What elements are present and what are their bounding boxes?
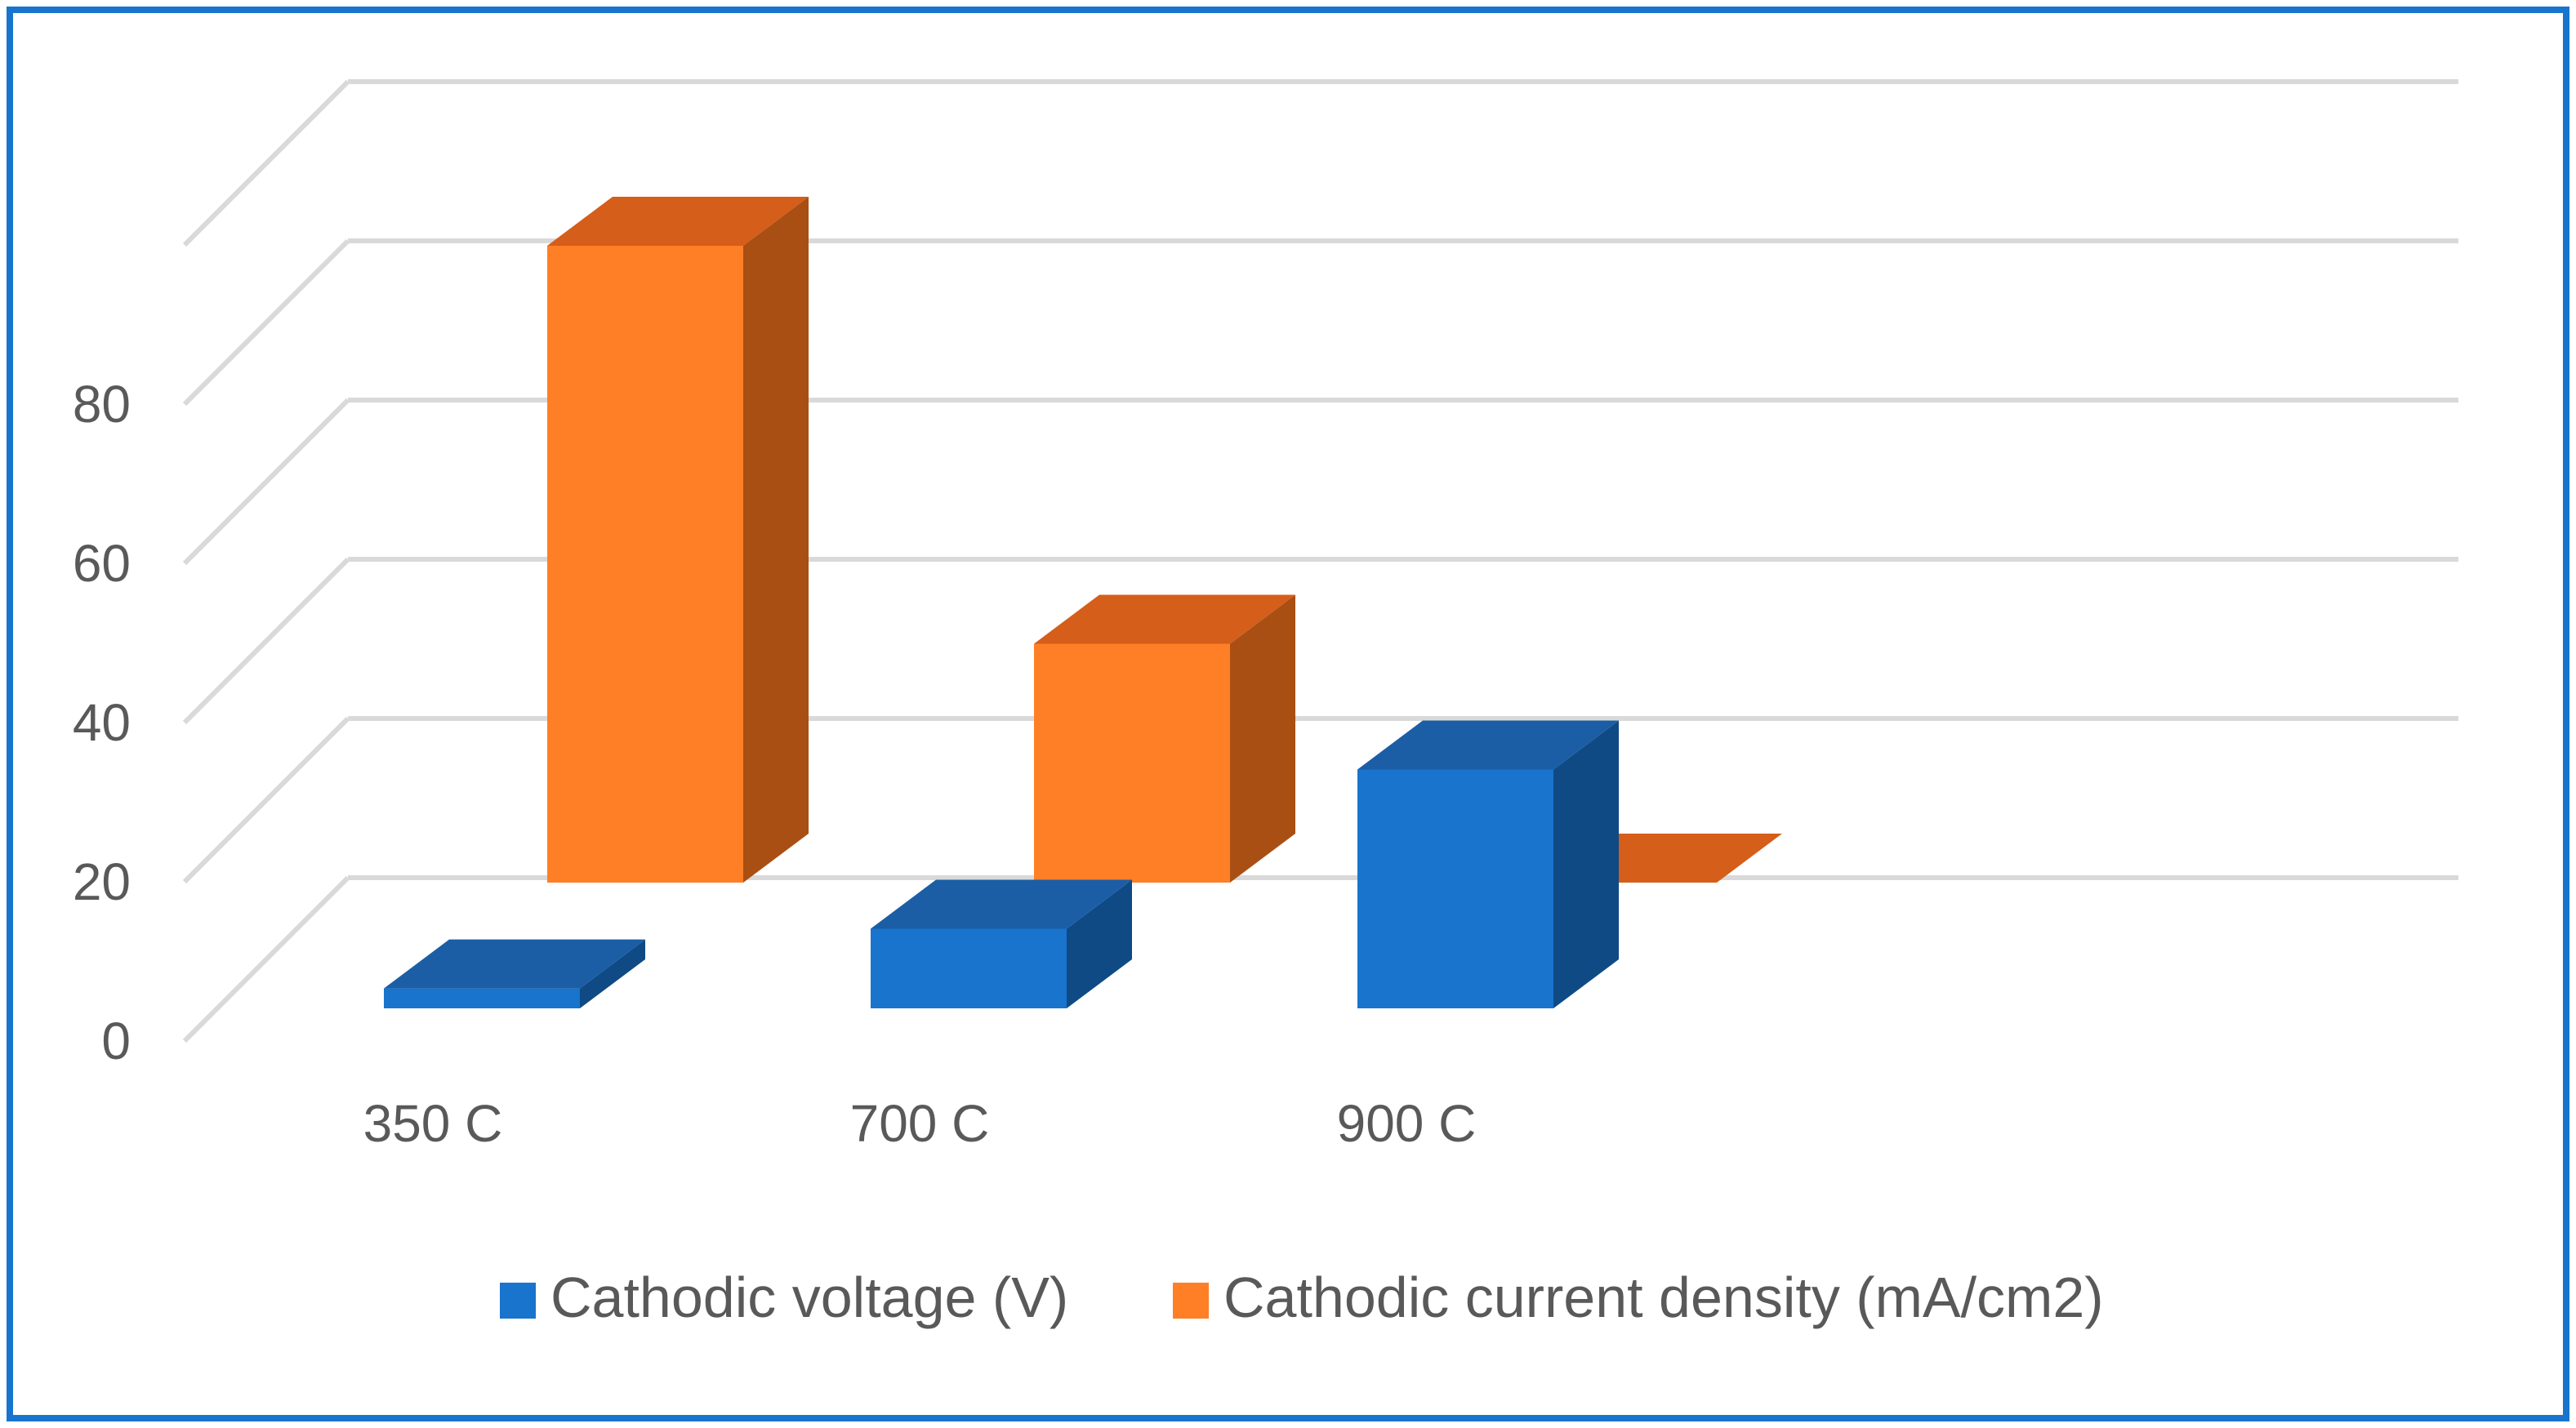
bar-front-face [384,988,580,1008]
x-tick-label: 900 C [1337,1094,1477,1153]
legend-swatch [500,1283,536,1319]
bar-front-face [871,928,1067,1008]
legend-label: Cathodic current density (mA/cm2) [1223,1266,2104,1329]
y-tick-label: 80 [73,375,131,434]
legend: Cathodic voltage (V) Cathodic current den… [500,1266,2104,1329]
x-tick-label: 700 C [850,1094,990,1153]
y-tick-label: 40 [73,693,131,752]
bar-voltage-900c [1357,720,1619,1008]
bar-voltage-350c [384,939,645,1008]
x-tick-label: 350 C [363,1094,503,1153]
legend-swatch [1173,1283,1209,1319]
bar-side-face [1553,720,1619,1008]
legend-entry: Cathodic current density (mA/cm2) [1173,1266,2104,1329]
bar-current-350c [547,197,809,883]
gridline-side-60 [182,398,350,566]
bar-side-face [1230,594,1295,883]
bar-top-face [547,197,809,246]
y-tick-label: 0 [101,1012,131,1070]
bar-side-face [580,939,645,1008]
legend-label: Cathodic voltage (V) [550,1266,1068,1329]
legend-entry: Cathodic voltage (V) [500,1266,1068,1329]
bar-top-face [871,879,1132,929]
bar-front-face [1357,769,1553,1008]
bar-voltage-700c [871,879,1132,1008]
bar-front-face [547,246,743,883]
bar-top-face [1034,594,1295,644]
bar-side-face [1067,879,1132,1008]
y-tick-label: 60 [73,534,131,593]
bar-side-face [743,197,809,883]
x-axis-ticks: 350 C 700 C 900 C [363,1094,1477,1153]
bar-layer [384,197,1782,1008]
gridline-side-40 [182,557,350,725]
y-tick-label: 20 [73,852,131,911]
gridline-side-100 [182,79,350,247]
bar-top-face [1357,720,1619,770]
gridline-side-0 [182,875,350,1043]
bar-current-700c [1034,594,1295,883]
bar-top-face [384,939,645,989]
gridline-side-80 [182,238,350,407]
y-axis-ticks: 0 20 40 60 80 [73,375,131,1070]
gridline-side-20 [182,716,350,884]
bar-front-face [1034,643,1230,883]
